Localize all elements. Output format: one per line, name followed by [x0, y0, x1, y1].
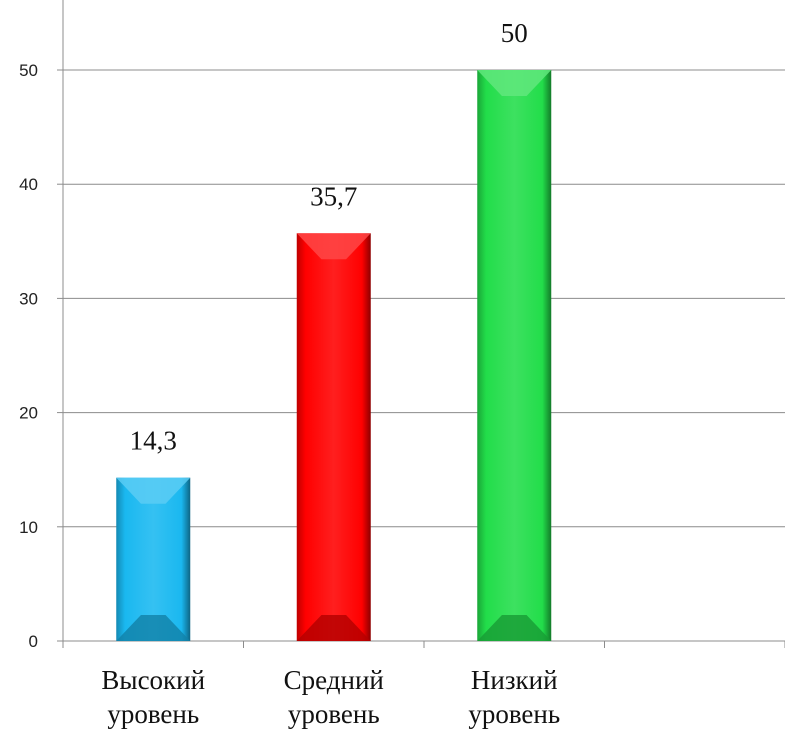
x-tick-label: Высокий [101, 665, 205, 695]
y-tick-label: 0 [29, 632, 38, 651]
axes: 0 10 20 30 40 50 [19, 0, 785, 651]
data-label: 50 [501, 18, 528, 48]
bar-body [116, 477, 191, 641]
y-tick-label: 10 [19, 518, 38, 537]
bar-top-bevel [116, 477, 191, 504]
bar-top-bevel [296, 233, 371, 260]
bar-bottom-bevel [477, 615, 552, 641]
y-tick-label: 20 [19, 404, 38, 423]
data-label: 14,3 [130, 426, 177, 456]
bars [116, 70, 552, 641]
bar-bottom-bevel [296, 615, 371, 641]
bar-bottom-bevel [116, 615, 191, 641]
labels: 14,3 Высокий уровень 35,7 Средний уровень 50 Ни… [101, 18, 560, 729]
y-tick-label: 50 [19, 61, 38, 80]
bar-body [296, 233, 371, 641]
x-tick-label: уровень [107, 699, 199, 729]
y-tick-label: 40 [19, 175, 38, 194]
y-tick-label: 30 [19, 289, 38, 308]
x-tick-label: Средний [284, 665, 384, 695]
bar-body [477, 70, 552, 641]
data-label: 35,7 [310, 181, 357, 211]
bar-2 [296, 233, 371, 641]
x-tick-label: Низкий [471, 665, 558, 695]
gridlines [63, 69, 785, 528]
bar-3 [477, 70, 552, 641]
x-tick-label: уровень [468, 699, 560, 729]
bar-1 [116, 477, 191, 641]
x-tick-label: уровень [288, 699, 380, 729]
bar-top-bevel [477, 70, 552, 96]
